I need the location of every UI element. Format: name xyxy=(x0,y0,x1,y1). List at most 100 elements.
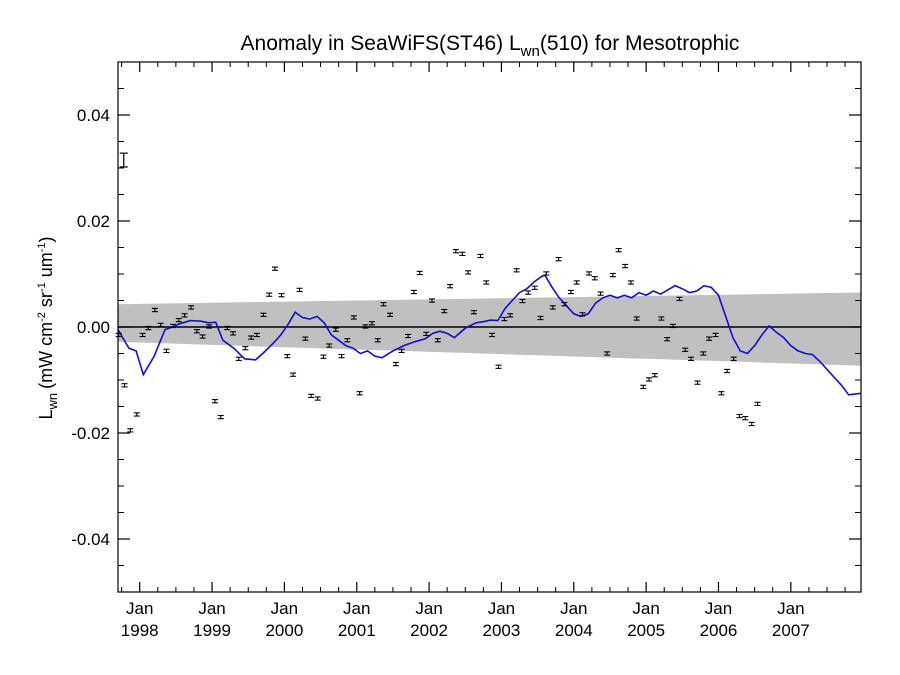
data-point xyxy=(217,414,224,420)
data-point xyxy=(230,331,237,336)
x-tick-month-label: Jan xyxy=(415,599,442,618)
data-point xyxy=(724,368,731,374)
x-tick-year-label: 2006 xyxy=(700,621,738,640)
data-point xyxy=(730,356,737,361)
data-point xyxy=(459,251,466,257)
data-point xyxy=(188,305,195,310)
data-point xyxy=(139,332,146,338)
data-point xyxy=(206,324,213,329)
data-point xyxy=(622,263,629,269)
data-point xyxy=(260,312,267,317)
data-point xyxy=(567,289,574,295)
x-tick-month-label: Jan xyxy=(126,599,153,618)
plot-area: 0.04 0.02 0.00 -0.02 -0.04 Jan 1998 Jan 1999 Jan 2… xyxy=(71,61,862,640)
data-point xyxy=(175,317,182,323)
y-tick-label: 0.00 xyxy=(77,318,110,337)
data-point xyxy=(537,315,544,321)
data-point xyxy=(169,323,176,329)
data-point xyxy=(501,316,508,322)
data-point xyxy=(507,313,514,318)
data-point xyxy=(350,315,357,320)
data-point xyxy=(748,421,755,427)
data-point xyxy=(121,383,128,388)
data-point xyxy=(326,343,333,348)
y-tick-label: 0.04 xyxy=(77,106,110,125)
data-point xyxy=(405,333,412,339)
data-point xyxy=(368,321,375,326)
data-point xyxy=(199,334,206,339)
data-point xyxy=(423,331,430,337)
data-point xyxy=(489,332,496,338)
x-tick-year-label: 2001 xyxy=(338,621,376,640)
data-point xyxy=(392,361,399,367)
data-point xyxy=(669,323,676,329)
data-point xyxy=(151,307,158,313)
x-tick-year-label: 1998 xyxy=(121,621,159,640)
data-point xyxy=(133,412,140,417)
data-point xyxy=(127,428,134,433)
data-point xyxy=(278,293,285,298)
data-point xyxy=(579,312,586,317)
data-point xyxy=(266,292,273,297)
x-tick-year-label: 2007 xyxy=(772,621,810,640)
data-point xyxy=(362,324,369,329)
smoothed-series-line xyxy=(117,274,862,396)
data-point xyxy=(687,356,694,361)
data-point xyxy=(633,316,640,321)
data-point xyxy=(211,399,218,404)
x-tick-month-label: Jan xyxy=(198,599,225,618)
data-point xyxy=(682,347,689,352)
data-point xyxy=(356,391,363,396)
data-point xyxy=(224,325,231,331)
data-point xyxy=(609,272,616,278)
data-point xyxy=(676,296,683,302)
data-point xyxy=(700,351,707,356)
data-point xyxy=(712,332,719,338)
uncertainty-band xyxy=(118,292,861,366)
data-point xyxy=(573,280,580,285)
data-point xyxy=(344,338,351,343)
data-point xyxy=(549,305,556,310)
x-tick-year-label: 2004 xyxy=(555,621,593,640)
data-point xyxy=(181,313,188,318)
data-point xyxy=(513,268,520,273)
x-tick-month-label: Jan xyxy=(488,599,515,618)
data-point xyxy=(585,271,592,276)
data-point xyxy=(627,280,634,285)
data-point xyxy=(495,364,502,369)
data-point xyxy=(519,298,526,304)
x-tick-month-label: Jan xyxy=(271,599,298,618)
data-point xyxy=(434,338,441,343)
data-point xyxy=(483,280,490,285)
data-point xyxy=(561,302,568,307)
data-point xyxy=(477,253,484,259)
data-point xyxy=(591,276,598,281)
data-point xyxy=(646,377,653,382)
data-point xyxy=(742,416,749,421)
data-point xyxy=(387,312,394,317)
chart-title: Anomaly in SeaWiFS(ST46) Lwn(510) for Me… xyxy=(241,32,740,60)
x-tick-month-label: Jan xyxy=(632,599,659,618)
y-tick-label: -0.02 xyxy=(71,424,110,443)
data-point xyxy=(543,271,550,276)
y-axis-label: Lwn(mW cm-2 sr-1 um-1) xyxy=(36,237,60,420)
data-point xyxy=(302,336,309,341)
data-point xyxy=(470,310,477,315)
x-tick-year-label: 2002 xyxy=(410,621,448,640)
x-tick-year-label: 2005 xyxy=(627,621,665,640)
data-point xyxy=(604,351,611,356)
data-point xyxy=(531,285,538,290)
data-point xyxy=(465,270,472,275)
data-point xyxy=(718,391,725,396)
x-tick-year-label: 1999 xyxy=(193,621,231,640)
data-point xyxy=(163,348,170,354)
x-tick-year-label: 2000 xyxy=(265,621,303,640)
x-tick-month-label: Jan xyxy=(343,599,370,618)
data-point xyxy=(332,327,339,332)
data-point xyxy=(308,393,315,399)
data-point xyxy=(428,298,435,303)
data-point xyxy=(284,353,291,359)
y-tick-label: 0.02 xyxy=(77,212,110,231)
data-point xyxy=(157,322,164,328)
